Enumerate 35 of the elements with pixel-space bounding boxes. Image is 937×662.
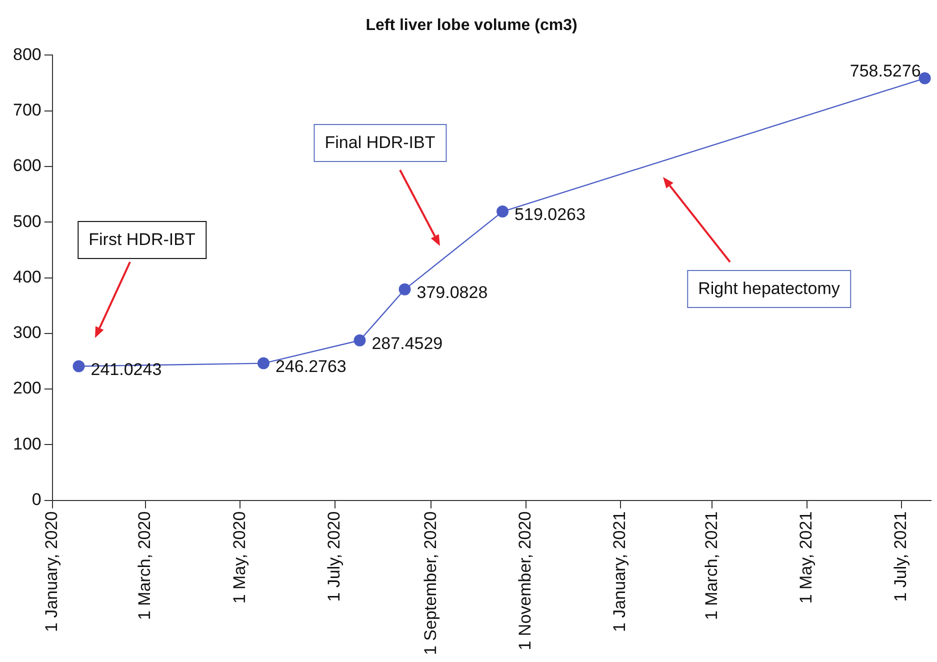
y-tick-label: 200 — [12, 378, 42, 398]
chart-title: Left liver lobe volume (cm3) — [366, 17, 578, 34]
y-tick-label: 700 — [12, 100, 42, 120]
data-label: 379.0828 — [416, 283, 488, 302]
data-label: 758.5276 — [850, 61, 921, 80]
point — [72, 360, 85, 372]
point — [918, 72, 931, 84]
x-tick-label: 1 May, 2020 — [230, 511, 249, 604]
point — [496, 206, 509, 218]
point — [398, 283, 411, 296]
y-tick-label: 600 — [12, 156, 42, 176]
data-label: 246.2763 — [275, 356, 346, 376]
point — [257, 357, 270, 370]
y-tick-label: 300 — [12, 323, 42, 342]
x-tick-label: 1 July, 2021 — [891, 511, 910, 602]
point — [354, 334, 366, 346]
y-tick-label: 400 — [12, 267, 42, 286]
data-label: 241.0243 — [90, 360, 162, 379]
x-tick-label: 1 November, 2020 — [516, 511, 535, 650]
x-tick-label: 1 March, 2021 — [702, 511, 721, 620]
x-tick-label: 1 March, 2020 — [135, 511, 154, 620]
x-tick-label: 1 January, 2021 — [610, 511, 630, 632]
x-tick-label: 1 January, 2020 — [42, 511, 62, 632]
y-tick-label: 800 — [12, 44, 42, 64]
x-tick-label: 1 July, 2020 — [324, 511, 344, 602]
annotation: Final HDR-IBT — [314, 124, 446, 162]
data-label: 519.0263 — [514, 205, 586, 224]
y-tick-label: 0 — [32, 490, 42, 510]
x-tick-label: 1 September, 2020 — [420, 511, 440, 656]
data-label: 287.4529 — [372, 334, 443, 354]
annotation: First HDR-IBT — [78, 221, 206, 259]
y-tick-label: 100 — [12, 434, 42, 454]
annotation: Right hepatectomy — [687, 270, 851, 308]
x-tick-label: 1 May, 2021 — [796, 511, 816, 604]
y-tick-label: 500 — [12, 212, 42, 231]
